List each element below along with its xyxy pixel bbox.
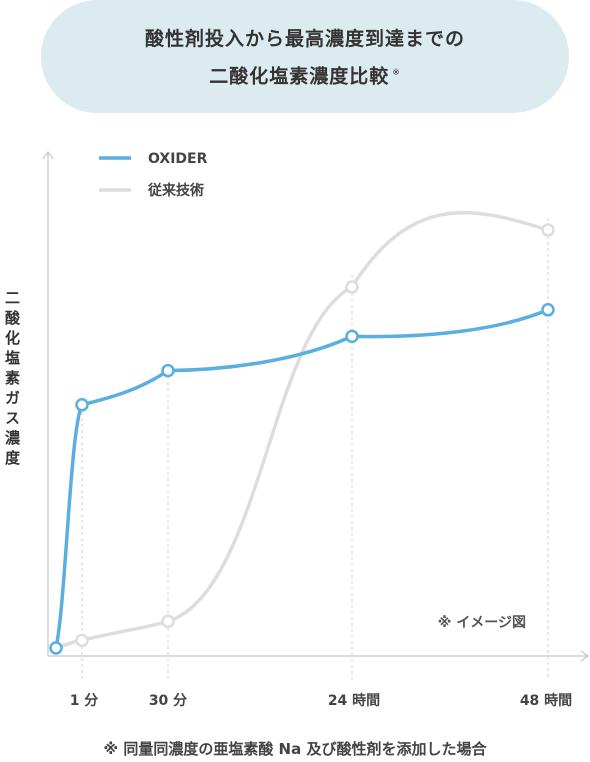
- y-axis-label: 二酸化塩素ガス濃度: [3, 290, 21, 470]
- y-axis-arrow: [42, 150, 54, 160]
- footnote: ※ 同量同濃度の亜塩素酸 Na 及び酸性剤を添加した場合: [103, 740, 487, 758]
- data-point-oxider-3: [161, 363, 175, 378]
- series-line-oxider: [54, 308, 550, 650]
- data-point-oxider-4: [345, 329, 359, 344]
- data-point-oxider-1: [49, 641, 63, 655]
- chart-title-line-1: 酸性剤投入から最高濃度到達までの: [144, 27, 465, 50]
- x-tick-label-1: 1 分: [70, 693, 99, 709]
- data-point-conventional-2: [75, 633, 89, 648]
- x-tick-label-2: 30 分: [149, 693, 187, 709]
- series-points-oxider: [49, 303, 555, 655]
- illustration-note: ※ イメージ図: [438, 615, 526, 631]
- title-note-mark: ※: [392, 67, 401, 78]
- series-points-conventional: [49, 223, 555, 655]
- data-point-oxider-5: [541, 303, 555, 317]
- data-point-conventional-3: [161, 614, 175, 629]
- x-axis-arrow: [580, 650, 590, 662]
- data-point-oxider-2: [75, 398, 89, 412]
- x-tick-label-4: 48 時間: [520, 692, 572, 709]
- data-point-conventional-4: [345, 280, 359, 294]
- data-point-conventional-5: [541, 223, 555, 237]
- legend-label-oxider: OXIDER: [148, 151, 208, 167]
- x-tick-label-3: 24 時間: [328, 692, 380, 709]
- chart-title-line-2: 二酸化塩素濃度比較 ※: [209, 56, 401, 93]
- guide-lines: [81, 218, 549, 680]
- chart-title-text: 二酸化塩素濃度比較: [209, 65, 390, 88]
- legend-label-conventional: 従来技術: [147, 182, 204, 199]
- chart-title-banner: 酸性剤投入から最高濃度到達までの 二酸化塩素濃度比較 ※: [41, 0, 569, 113]
- series-line-conventional: [54, 211, 550, 650]
